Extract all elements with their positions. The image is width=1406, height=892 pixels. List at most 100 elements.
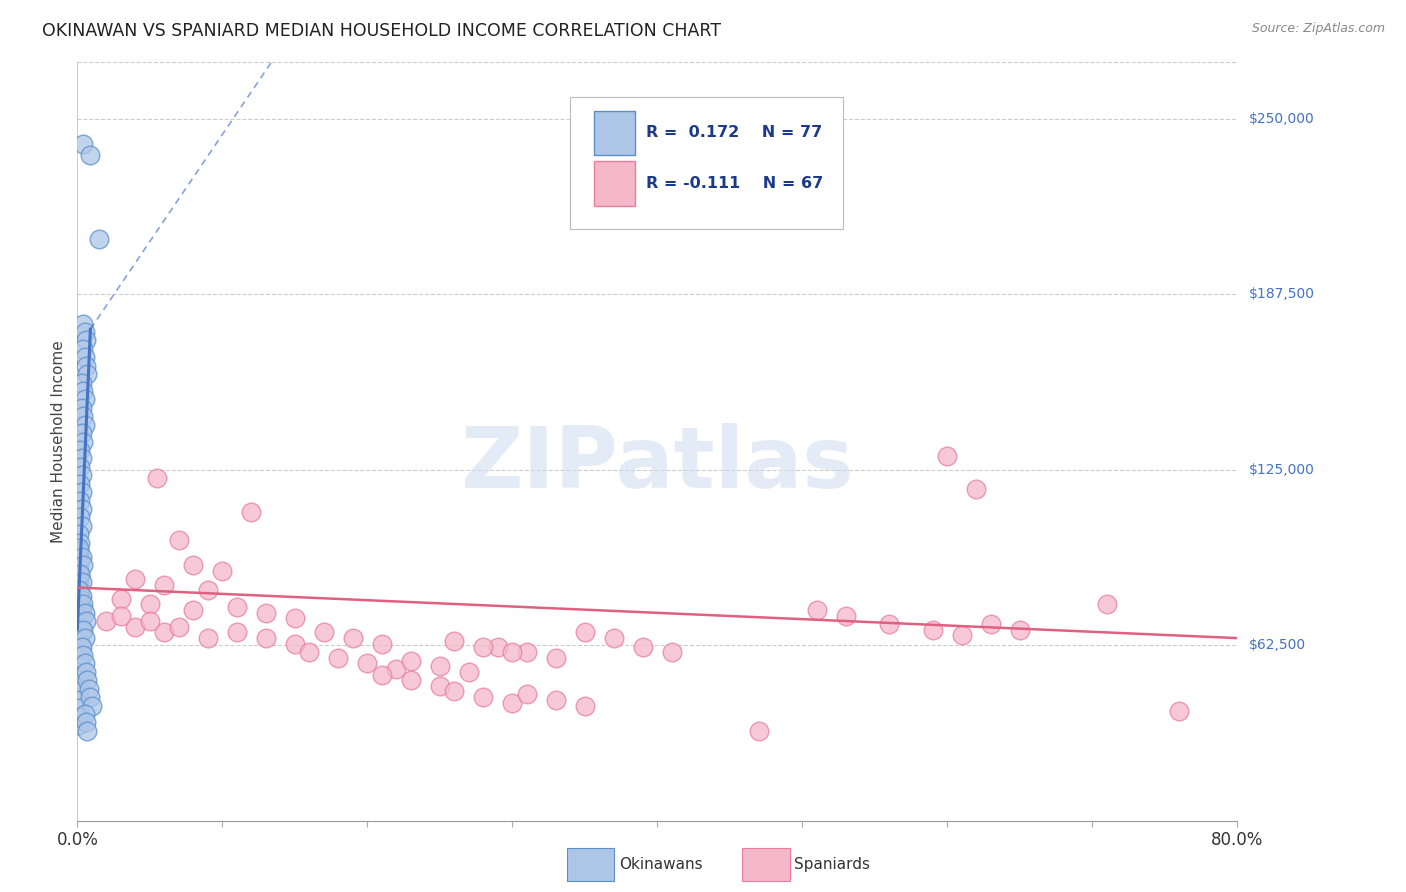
Point (429, 659, 451, 673)
Point (70, 426, 93, 441)
Point (73, 706, 96, 721)
Point (69, 642, 91, 657)
Point (69, 620, 91, 634)
Point (501, 696, 523, 710)
Point (73, 392, 96, 407)
Text: Okinawans: Okinawans (619, 857, 702, 871)
Point (950, 628, 973, 642)
Point (67, 544, 90, 558)
Point (70, 640, 93, 654)
Point (67, 594, 90, 608)
Text: Spaniards: Spaniards (794, 857, 870, 871)
Point (197, 631, 219, 645)
FancyBboxPatch shape (593, 161, 636, 206)
Point (1168, 704, 1191, 718)
Point (67, 684, 90, 698)
Point (153, 578, 176, 592)
Point (69, 459, 91, 474)
Point (443, 684, 465, 698)
Point (69, 552, 91, 566)
Point (936, 449, 959, 463)
Point (75, 715, 97, 730)
Point (73, 351, 96, 365)
Point (87, 232, 110, 246)
Point (877, 617, 901, 632)
Point (312, 625, 335, 640)
Point (631, 640, 654, 654)
Point (72, 434, 94, 449)
Point (139, 614, 162, 628)
Point (284, 637, 307, 651)
Text: R = -0.111    N = 67: R = -0.111 N = 67 (645, 177, 823, 191)
Point (254, 606, 277, 620)
FancyBboxPatch shape (593, 111, 636, 155)
Point (73, 417, 96, 432)
Point (73, 631, 96, 645)
Point (371, 667, 394, 681)
Point (70, 401, 93, 415)
Point (72, 136, 94, 151)
Point (73, 606, 96, 620)
Point (70, 549, 93, 564)
Point (69, 617, 91, 632)
Point (73, 657, 96, 671)
Point (544, 693, 567, 707)
Point (76, 723, 98, 738)
Point (806, 603, 828, 617)
Point (254, 631, 277, 645)
Point (67, 701, 90, 715)
Point (167, 620, 190, 634)
Point (67, 583, 90, 598)
Point (167, 533, 190, 547)
Point (443, 634, 465, 648)
Point (472, 640, 495, 654)
Point (603, 631, 626, 645)
Point (96, 614, 118, 628)
Point (69, 591, 91, 606)
Text: ZIPatlas: ZIPatlas (460, 423, 855, 506)
Point (385, 662, 408, 676)
Point (328, 650, 350, 665)
Point (69, 586, 91, 600)
Point (75, 614, 97, 628)
Point (284, 611, 307, 625)
Point (457, 665, 479, 679)
Y-axis label: Median Household Income: Median Household Income (51, 340, 66, 543)
Point (371, 637, 394, 651)
Point (69, 535, 91, 549)
Point (516, 687, 538, 701)
Point (67, 634, 90, 648)
Point (67, 667, 90, 681)
Point (70, 451, 93, 466)
Point (72, 317, 94, 331)
Point (75, 334, 97, 348)
Point (67, 611, 90, 625)
Point (399, 654, 422, 668)
Point (67, 561, 90, 575)
Point (80, 698, 103, 713)
Point (748, 723, 770, 738)
Point (211, 564, 233, 578)
Point (72, 608, 94, 623)
Text: $187,500: $187,500 (1249, 287, 1315, 301)
Point (69, 676, 91, 690)
Point (67, 650, 90, 665)
Point (69, 603, 91, 617)
Text: R =  0.172    N = 77: R = 0.172 N = 77 (645, 126, 823, 140)
Point (544, 650, 567, 665)
Point (76, 367, 98, 381)
Text: OKINAWAN VS SPANIARD MEDIAN HOUSEHOLD INCOME CORRELATION CHART: OKINAWAN VS SPANIARD MEDIAN HOUSEHOLD IN… (42, 22, 721, 40)
Point (67, 718, 90, 732)
Point (574, 625, 596, 640)
Point (70, 502, 93, 516)
Point (356, 657, 378, 671)
Point (72, 342, 94, 356)
Point (69, 510, 91, 524)
Point (79, 690, 101, 704)
Point (72, 598, 94, 612)
Point (69, 493, 91, 508)
FancyBboxPatch shape (571, 96, 844, 229)
Point (501, 645, 523, 659)
Point (835, 608, 858, 623)
Point (965, 483, 987, 497)
